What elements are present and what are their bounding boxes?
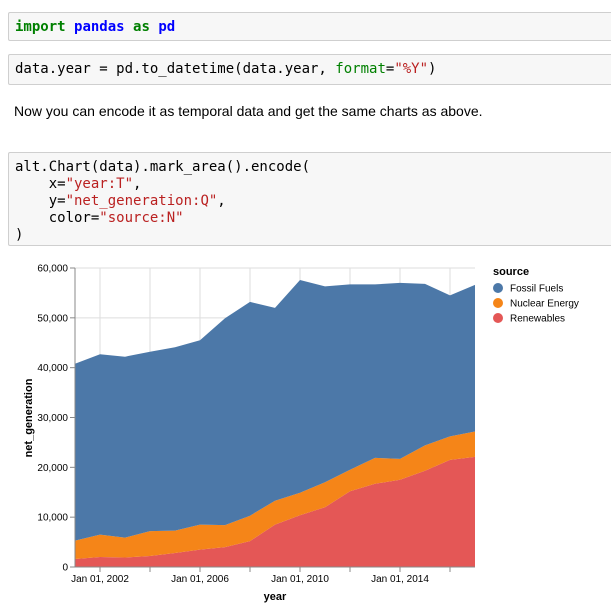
x-tick-label: Jan 01, 2010 xyxy=(271,574,329,585)
x-tick-label: Jan 01, 2002 xyxy=(71,574,129,585)
module-alias: pd xyxy=(158,19,176,35)
code-x-post: , xyxy=(133,176,142,192)
y-tick-label: 30,000 xyxy=(37,413,68,424)
code-line-1: alt.Chart(data).mark_area().encode( xyxy=(15,159,311,175)
y-tick-label: 40,000 xyxy=(37,363,68,374)
legend-label: Nuclear Energy xyxy=(510,299,579,310)
y-tick-label: 0 xyxy=(62,563,68,574)
legend-title: source xyxy=(493,266,529,278)
y-tick-label: 10,000 xyxy=(37,513,68,524)
y-tick-label: 20,000 xyxy=(37,463,68,474)
legend-symbol xyxy=(493,283,503,293)
code-color-pre: color= xyxy=(15,210,100,226)
legend-symbol xyxy=(493,298,503,308)
legend-symbol xyxy=(493,313,503,323)
code-close: ) xyxy=(428,61,437,77)
code-string: "%Y" xyxy=(394,61,429,77)
code-close: ) xyxy=(15,227,24,243)
x-tick-label: Jan 01, 2014 xyxy=(371,574,429,585)
area-fossil-fuels xyxy=(75,280,475,541)
x-axis-title: year xyxy=(264,591,287,603)
chart-areas xyxy=(75,280,475,567)
markdown-text: Now you can encode it as temporal data a… xyxy=(14,103,483,119)
area-chart: 0 10,000 20,000 30,000 40,000 50,000 60,000 Jan… xyxy=(23,264,579,604)
chart-axes: 0 10,000 20,000 30,000 40,000 50,000 60,000 Jan… xyxy=(37,264,475,585)
code-cell-datetime[interactable]: data.year = pd.to_datetime(data.year, fo… xyxy=(8,54,611,85)
keyword-import: import xyxy=(15,19,66,35)
code-eq: = xyxy=(385,61,395,77)
y-axis-title: net_generation xyxy=(23,378,35,457)
x-tick-label: Jan 01, 2006 xyxy=(171,574,229,585)
code-x-string: "year:T" xyxy=(65,176,134,192)
area-nuclear-energy xyxy=(75,431,475,559)
y-tick-label: 50,000 xyxy=(37,313,68,324)
keyword-as: as xyxy=(133,19,150,35)
code-x-pre: x= xyxy=(15,176,66,192)
area-renewables xyxy=(75,456,475,567)
code-cell-import[interactable]: import pandas as pd xyxy=(8,12,611,41)
legend-label: Fossil Fuels xyxy=(510,284,563,295)
legend-label: Renewables xyxy=(510,314,565,325)
legend: Fossil Fuels Nuclear Energy Renewables xyxy=(493,283,579,325)
code-color-string: "source:N" xyxy=(99,210,184,226)
module-name: pandas xyxy=(74,19,125,35)
code-text: data.year = pd.to_datetime(data.year, xyxy=(15,61,336,77)
code-cell-chart[interactable]: alt.Chart(data).mark_area().encode( x="y… xyxy=(8,152,611,246)
code-kwarg: format xyxy=(335,61,386,77)
code-y-post: , xyxy=(217,193,226,209)
y-tick-label: 60,000 xyxy=(37,264,68,275)
code-y-string: "net_generation:Q" xyxy=(65,193,218,209)
code-y-pre: y= xyxy=(15,193,66,209)
